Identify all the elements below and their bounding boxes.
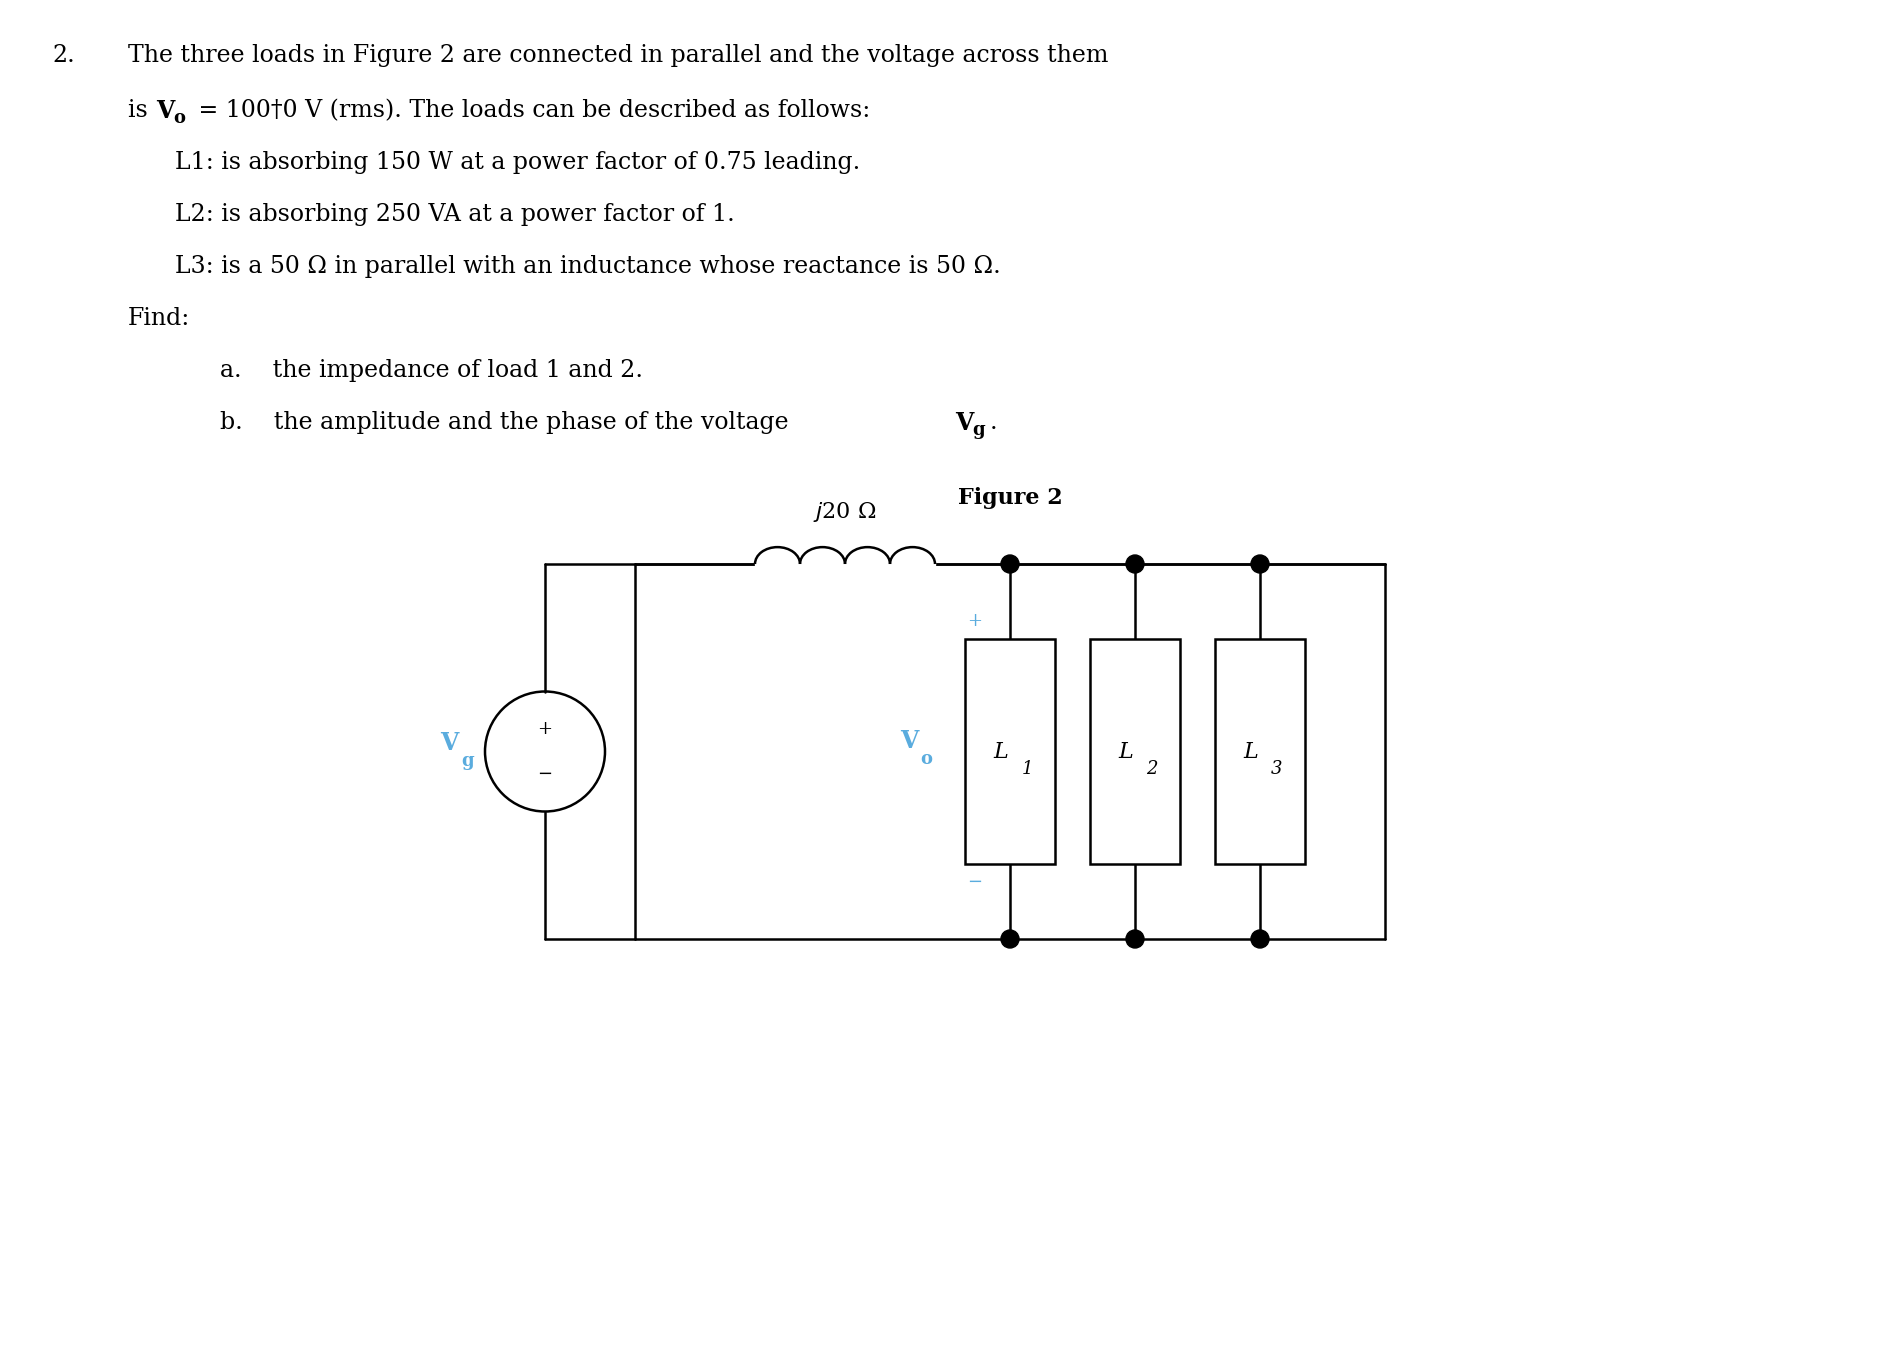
Text: Find:: Find: <box>127 307 190 330</box>
Circle shape <box>1251 930 1270 949</box>
Text: 1: 1 <box>1021 761 1032 779</box>
Text: L: L <box>994 741 1008 762</box>
Circle shape <box>1002 930 1019 949</box>
Circle shape <box>1002 554 1019 573</box>
Text: g: g <box>462 753 473 771</box>
Circle shape <box>1125 554 1144 573</box>
Text: V: V <box>899 730 918 753</box>
Text: The three loads in Figure 2 are connected in parallel and the voltage across the: The three loads in Figure 2 are connecte… <box>127 43 1108 67</box>
Text: 2.: 2. <box>51 43 74 67</box>
Text: L2: is absorbing 250 VA at a power factor of 1.: L2: is absorbing 250 VA at a power facto… <box>175 202 736 226</box>
Text: +: + <box>538 720 553 738</box>
Text: o: o <box>920 750 931 768</box>
Text: V: V <box>954 410 973 435</box>
FancyBboxPatch shape <box>966 639 1055 864</box>
Text: g: g <box>973 421 985 439</box>
Text: L1: is absorbing 150 W at a power factor of 0.75 leading.: L1: is absorbing 150 W at a power factor… <box>175 151 861 174</box>
Text: L3: is a 50 Ω in parallel with an inductance whose reactance is 50 Ω.: L3: is a 50 Ω in parallel with an induct… <box>175 255 1000 279</box>
FancyBboxPatch shape <box>1215 639 1304 864</box>
Text: = 100†0 V (rms). The loads can be described as follows:: = 100†0 V (rms). The loads can be descri… <box>190 99 871 122</box>
Text: L: L <box>1243 741 1258 762</box>
Text: 2: 2 <box>1146 761 1158 779</box>
Text: −: − <box>538 765 553 783</box>
FancyBboxPatch shape <box>1089 639 1181 864</box>
Text: 3: 3 <box>1272 761 1283 779</box>
Circle shape <box>1251 554 1270 573</box>
Text: .: . <box>990 410 998 434</box>
Text: $j$20 Ω: $j$20 Ω <box>814 500 876 525</box>
Text: −: − <box>968 872 983 892</box>
Text: L: L <box>1118 741 1133 762</box>
Text: is: is <box>127 99 156 122</box>
Circle shape <box>1125 930 1144 949</box>
Text: a.  the impedance of load 1 and 2.: a. the impedance of load 1 and 2. <box>221 359 643 382</box>
Text: V: V <box>156 99 175 124</box>
Text: V: V <box>439 731 458 756</box>
Text: Figure 2: Figure 2 <box>958 487 1063 510</box>
Text: b.  the amplitude and the phase of the voltage: b. the amplitude and the phase of the vo… <box>221 410 797 434</box>
Text: o: o <box>173 109 186 126</box>
Text: +: + <box>968 612 983 631</box>
